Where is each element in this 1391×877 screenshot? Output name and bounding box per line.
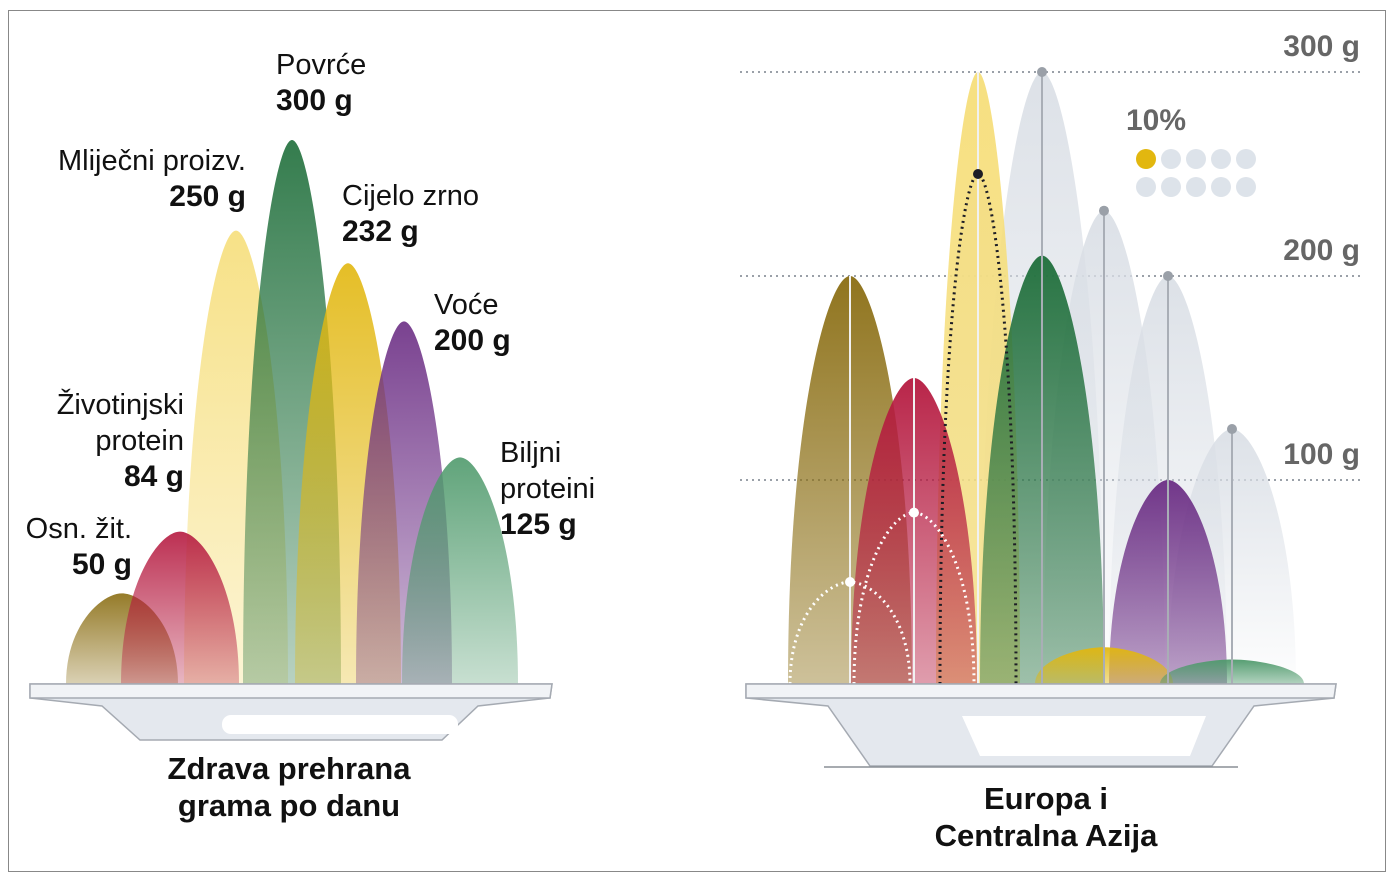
label-value-voce: 200 g — [434, 324, 511, 357]
label-name-osn: Osn. žit. — [26, 513, 132, 545]
target-marker-povrce — [1037, 67, 1047, 77]
legend-dot — [1161, 177, 1181, 197]
label-name-zivotinjski: protein — [95, 425, 184, 457]
legend-dot — [1136, 149, 1156, 169]
y-tick-label-200: 200 g — [1283, 234, 1360, 267]
mound-zivotinjski-protein — [121, 531, 239, 684]
legend-percent-label: 10% — [1126, 104, 1186, 137]
target-marker-voce — [1163, 271, 1173, 281]
label-value-zivotinjski: 84 g — [124, 460, 184, 493]
target-marker-biljni-proteini — [1227, 424, 1237, 434]
right-legend: 10% — [1126, 104, 1256, 197]
target-marker-zivotinjski-protein — [909, 507, 919, 518]
label-name-povrce: Povrće — [276, 49, 366, 81]
label-value-povrce: 300 g — [276, 84, 353, 117]
y-tick-label-100: 100 g — [1283, 438, 1360, 471]
legend-dot — [1136, 177, 1156, 197]
legend-dot — [1161, 149, 1181, 169]
y-tick-label-300: 300 g — [1283, 30, 1360, 63]
right-plate — [745, 683, 1337, 768]
left-title: Zdrava prehrana — [168, 751, 412, 786]
label-name-mlijecni: Mliječni proizv. — [58, 145, 246, 177]
target-marker-mlijecni-proizv — [973, 169, 983, 179]
right-title: Europa i — [984, 781, 1108, 816]
target-marker-osn-zit — [845, 577, 855, 587]
figure-frame — [8, 10, 1386, 872]
target-marker-cijelo-zrno — [1099, 205, 1109, 216]
legend-dot — [1211, 177, 1231, 197]
label-value-biljni: 125 g — [500, 508, 577, 541]
label-value-mlijecni: 250 g — [169, 180, 246, 213]
legend-dot — [1186, 177, 1206, 197]
legend-dot — [1211, 149, 1231, 169]
mound-biljni-proteini — [402, 457, 518, 684]
label-name-biljni: proteini — [500, 473, 595, 505]
legend-dot — [1236, 149, 1256, 169]
left-mounds — [66, 140, 518, 684]
target-outline-zivotinjski-protein — [852, 511, 976, 685]
right-subtitle: Centralna Azija — [935, 818, 1159, 853]
legend-dot — [1186, 149, 1206, 169]
left-subtitle: grama po danu — [178, 788, 400, 823]
legend-dot — [1236, 177, 1256, 197]
label-name-zivotinjski: Životinjski — [57, 388, 184, 421]
right-stems — [788, 67, 1237, 685]
right-panel: 300 g 200 g 100 g 10% Europa i Centralna A… — [740, 30, 1360, 853]
label-name-voce: Voće — [434, 289, 499, 321]
label-value-osn: 50 g — [72, 548, 132, 581]
left-plate — [29, 683, 553, 741]
label-value-cijelo: 232 g — [342, 215, 419, 248]
target-outline-osn-zit — [788, 580, 912, 685]
label-name-cijelo: Cijelo zrno — [342, 180, 479, 212]
label-name-biljni: Biljni — [500, 437, 561, 469]
